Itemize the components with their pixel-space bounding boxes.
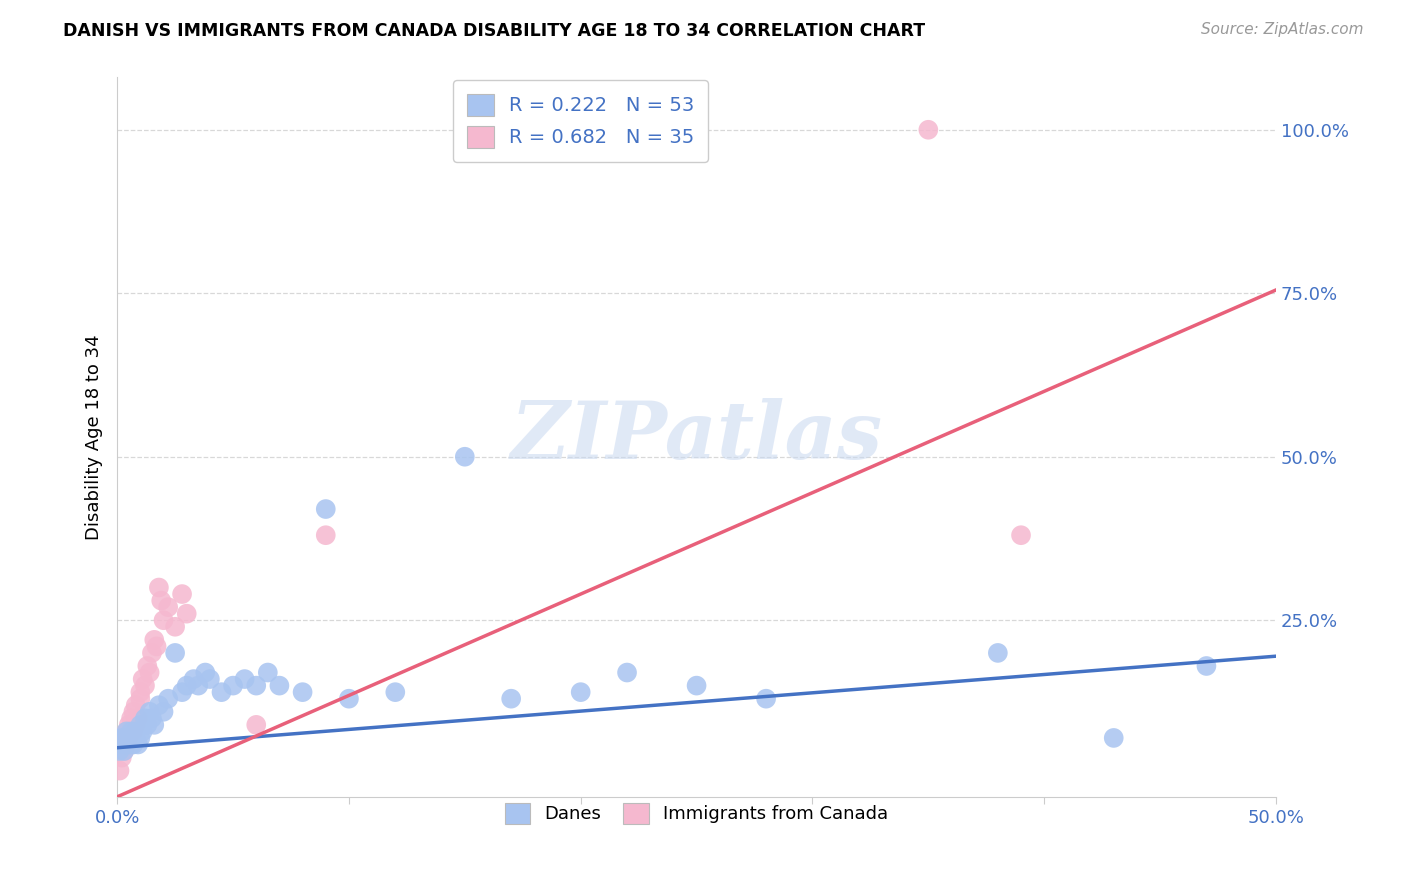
Point xyxy=(108,744,131,758)
Legend: Danes, Immigrants from Canada: Danes, Immigrants from Canada xyxy=(494,792,898,835)
Point xyxy=(120,711,142,725)
Point xyxy=(291,685,314,699)
Point xyxy=(172,685,194,699)
Point xyxy=(115,738,138,752)
Point xyxy=(917,122,939,136)
Point xyxy=(129,685,152,699)
Point xyxy=(337,691,360,706)
Point xyxy=(685,679,707,693)
Point xyxy=(183,672,205,686)
Point xyxy=(157,600,180,615)
Point xyxy=(111,738,134,752)
Point xyxy=(125,718,148,732)
Point xyxy=(134,679,156,693)
Point xyxy=(245,718,267,732)
Text: Source: ZipAtlas.com: Source: ZipAtlas.com xyxy=(1201,22,1364,37)
Point xyxy=(233,672,256,686)
Point xyxy=(569,685,592,699)
Point xyxy=(115,738,138,752)
Point xyxy=(222,679,245,693)
Point xyxy=(315,502,337,516)
Point xyxy=(1195,659,1218,673)
Text: DANISH VS IMMIGRANTS FROM CANADA DISABILITY AGE 18 TO 34 CORRELATION CHART: DANISH VS IMMIGRANTS FROM CANADA DISABIL… xyxy=(63,22,925,40)
Point xyxy=(120,738,142,752)
Point xyxy=(176,607,198,621)
Point xyxy=(256,665,278,680)
Point xyxy=(136,659,159,673)
Point xyxy=(115,724,138,739)
Point xyxy=(138,665,160,680)
Point xyxy=(125,731,148,745)
Point xyxy=(165,620,187,634)
Point xyxy=(616,665,638,680)
Point xyxy=(120,724,142,739)
Point xyxy=(115,724,138,739)
Point xyxy=(198,672,221,686)
Point xyxy=(152,613,174,627)
Point xyxy=(165,646,187,660)
Point xyxy=(194,665,217,680)
Point xyxy=(122,724,145,739)
Point xyxy=(143,632,166,647)
Point xyxy=(138,705,160,719)
Point xyxy=(245,679,267,693)
Point xyxy=(269,679,291,693)
Point xyxy=(987,646,1010,660)
Point xyxy=(122,731,145,745)
Point xyxy=(141,646,163,660)
Point xyxy=(211,685,233,699)
Point xyxy=(112,731,135,745)
Point xyxy=(118,718,141,732)
Point xyxy=(1102,731,1125,745)
Y-axis label: Disability Age 18 to 34: Disability Age 18 to 34 xyxy=(86,334,103,540)
Point xyxy=(129,691,152,706)
Text: ZIPatlas: ZIPatlas xyxy=(510,399,883,475)
Point xyxy=(129,718,152,732)
Point xyxy=(384,685,406,699)
Point xyxy=(141,711,163,725)
Point xyxy=(150,593,173,607)
Point xyxy=(111,750,134,764)
Point xyxy=(131,672,153,686)
Point xyxy=(134,711,156,725)
Point xyxy=(125,724,148,739)
Point xyxy=(122,705,145,719)
Point xyxy=(112,744,135,758)
Point xyxy=(1010,528,1032,542)
Point xyxy=(755,691,778,706)
Point xyxy=(122,738,145,752)
Point xyxy=(145,640,167,654)
Point xyxy=(148,581,170,595)
Point xyxy=(187,679,209,693)
Point xyxy=(111,731,134,745)
Point xyxy=(501,691,523,706)
Point xyxy=(112,731,135,745)
Point xyxy=(454,450,477,464)
Point xyxy=(157,691,180,706)
Point xyxy=(152,705,174,719)
Point xyxy=(118,738,141,752)
Point xyxy=(127,738,149,752)
Point xyxy=(176,679,198,693)
Point xyxy=(131,724,153,739)
Point xyxy=(136,718,159,732)
Point xyxy=(118,731,141,745)
Point xyxy=(125,698,148,713)
Point xyxy=(315,528,337,542)
Point xyxy=(143,718,166,732)
Point xyxy=(108,764,131,778)
Point xyxy=(112,744,135,758)
Point xyxy=(172,587,194,601)
Point xyxy=(118,731,141,745)
Point xyxy=(569,122,592,136)
Point xyxy=(148,698,170,713)
Point xyxy=(129,731,152,745)
Point xyxy=(127,711,149,725)
